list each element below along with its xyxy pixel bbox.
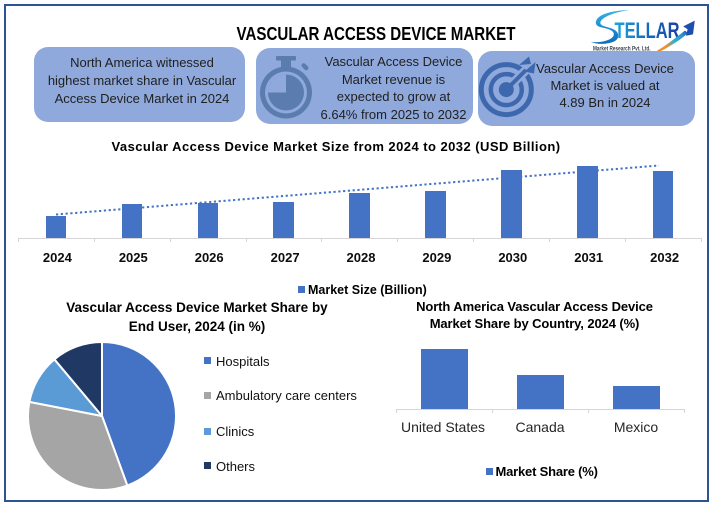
svg-text:Market Research Pvt. Ltd.: Market Research Pvt. Ltd. <box>593 46 651 53</box>
svg-text:TELLAR: TELLAR <box>615 18 680 43</box>
